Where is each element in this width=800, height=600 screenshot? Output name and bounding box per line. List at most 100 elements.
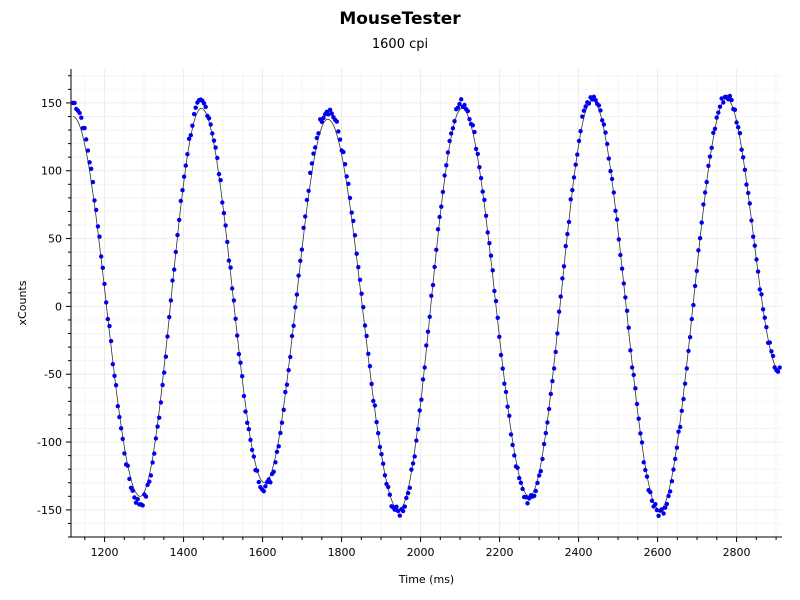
data-point (84, 137, 89, 142)
x-tick-label: 1400 (170, 546, 198, 559)
y-axis-label: xCounts (16, 280, 29, 325)
data-point (118, 426, 124, 431)
data-point (764, 325, 769, 330)
data-point (273, 460, 278, 465)
data-point (407, 485, 412, 490)
data-point (669, 479, 675, 484)
data-point (153, 436, 159, 441)
data-point (634, 401, 640, 407)
data-point (601, 122, 607, 127)
data-point (296, 273, 301, 278)
data-point (94, 207, 99, 213)
data-point (684, 366, 689, 371)
data-point (308, 170, 313, 175)
data-point (515, 465, 520, 470)
data-point (613, 208, 618, 213)
data-point (473, 146, 479, 152)
data-point (309, 161, 315, 166)
data-point (319, 119, 324, 125)
data-point (89, 166, 94, 171)
data-point (498, 352, 504, 358)
data-point (147, 479, 152, 484)
data-point (248, 437, 253, 443)
data-point (183, 163, 188, 168)
data-point (502, 381, 507, 386)
data-point (605, 141, 610, 147)
data-point (654, 507, 660, 513)
data-point (163, 354, 169, 359)
data-point (767, 340, 772, 345)
fit-line (72, 98, 781, 511)
data-point (349, 210, 354, 215)
data-point (152, 451, 157, 456)
data-point (614, 217, 620, 222)
data-point (221, 210, 227, 216)
data-point (639, 440, 645, 445)
data-point (327, 107, 333, 113)
data-point (231, 298, 237, 303)
data-point (125, 463, 130, 468)
data-point (561, 264, 567, 269)
data-point (352, 233, 358, 238)
data-point (132, 495, 137, 500)
data-point (387, 492, 392, 497)
data-point (742, 167, 748, 172)
data-point (565, 231, 570, 237)
data-point (757, 287, 762, 292)
data-point (704, 179, 709, 185)
data-point (668, 489, 673, 494)
data-point (470, 123, 475, 128)
data-point (676, 429, 681, 434)
data-point (450, 126, 456, 131)
data-point (372, 403, 378, 408)
x-tick-label: 1200 (91, 546, 119, 559)
data-point (608, 168, 613, 174)
data-point (697, 236, 703, 241)
data-point (759, 292, 764, 297)
data-point (566, 219, 572, 225)
data-point (467, 117, 472, 122)
data-point (172, 267, 177, 272)
data-point (616, 237, 621, 242)
data-point (284, 382, 290, 387)
data-point (382, 473, 388, 478)
minor-grid (71, 69, 782, 538)
y-tick-label: 100 (41, 165, 62, 178)
data-point (619, 266, 625, 271)
data-point (233, 316, 238, 321)
data-point (294, 292, 300, 297)
data-point (659, 507, 665, 512)
data-point (301, 225, 306, 230)
data-point (268, 480, 273, 485)
data-point (609, 176, 615, 182)
data-point (326, 112, 331, 117)
data-point (410, 461, 416, 466)
data-point (556, 309, 562, 314)
data-point (575, 152, 580, 157)
data-point (580, 114, 585, 119)
data-point (395, 508, 401, 514)
data-point (752, 243, 757, 248)
data-point (671, 467, 676, 472)
data-point (751, 234, 756, 239)
data-point (606, 156, 611, 161)
data-point (215, 155, 220, 161)
data-point (495, 315, 500, 320)
data-point (548, 391, 553, 397)
data-point (649, 498, 655, 503)
data-point (744, 182, 749, 187)
data-point (682, 381, 688, 386)
data-point (104, 300, 109, 305)
data-point (303, 214, 308, 219)
data-point (717, 104, 723, 109)
data-point (193, 105, 198, 110)
data-point (482, 197, 487, 203)
data-point (600, 118, 605, 123)
data-point (510, 442, 515, 448)
data-point (578, 129, 583, 134)
data-point (112, 373, 117, 378)
data-point (102, 281, 107, 287)
data-point (624, 308, 630, 313)
data-point (583, 104, 588, 109)
